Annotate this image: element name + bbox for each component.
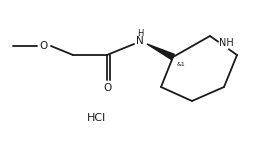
Text: O: O — [40, 41, 48, 51]
Text: N: N — [136, 36, 144, 46]
Text: &1: &1 — [177, 62, 186, 68]
Text: HCl: HCl — [87, 113, 107, 123]
Text: H: H — [137, 29, 143, 37]
Polygon shape — [147, 44, 174, 60]
Text: O: O — [104, 83, 112, 93]
Text: NH: NH — [219, 38, 233, 48]
